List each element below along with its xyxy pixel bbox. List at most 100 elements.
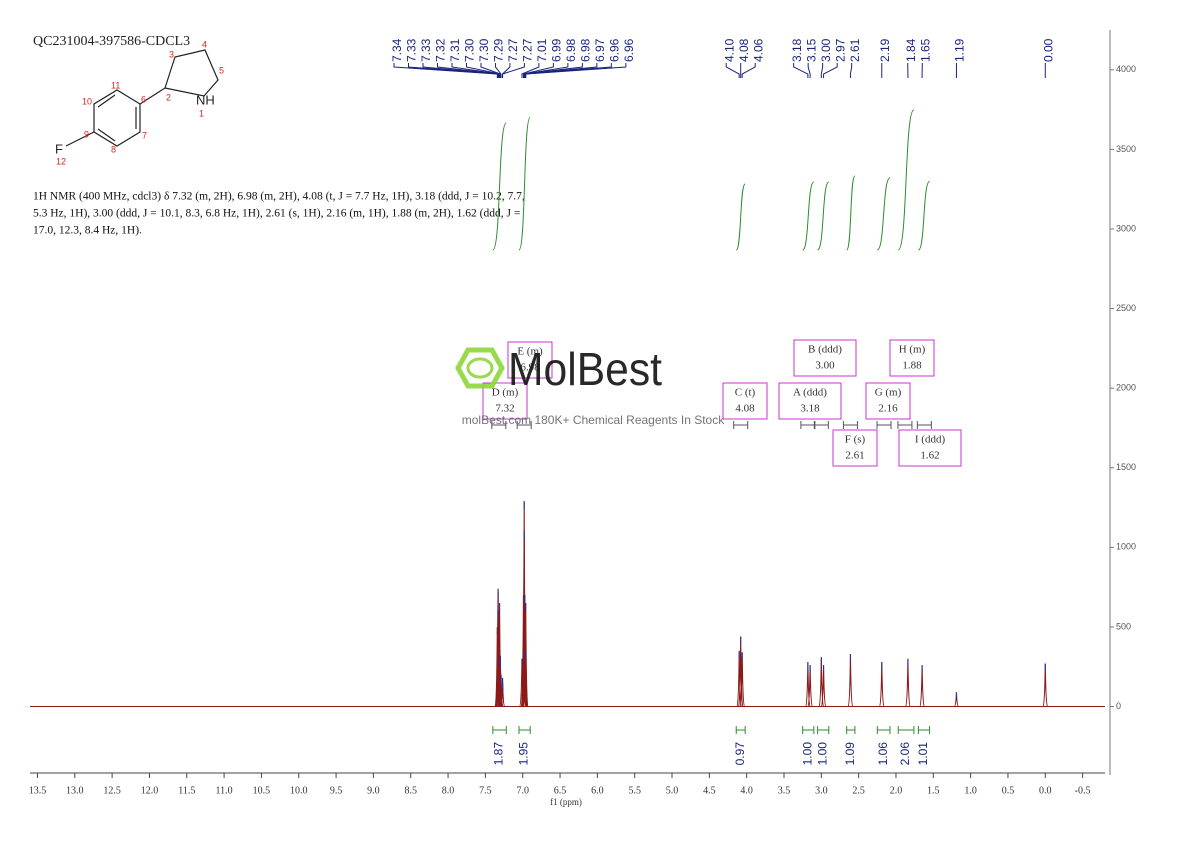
multiplet-name: B (ddd) (808, 344, 842, 356)
x-tick-label: -0.5 (1075, 785, 1091, 796)
y-tick-label: 4000 (1116, 64, 1136, 74)
integral-label: 1.09 (843, 742, 857, 766)
atom-number: 4 (202, 39, 207, 49)
multiplet-marker (733, 421, 749, 429)
atom-number: 7 (142, 130, 147, 140)
multiplet-marker (916, 421, 932, 429)
multiplet-marker (842, 421, 858, 429)
integral-curve (917, 180, 931, 251)
logo-mark (466, 357, 494, 379)
multiplet-marker (491, 421, 507, 429)
multiplet-shift: 2.61 (845, 450, 864, 462)
multiplet-shift: 1.62 (920, 450, 939, 462)
multiplet-shift: 3.00 (815, 360, 835, 372)
y-tick-label: 2500 (1116, 303, 1136, 313)
y-tick-label: 500 (1116, 621, 1131, 631)
peak-label: 1.84 (904, 38, 918, 62)
integral-label: 2.06 (898, 742, 912, 766)
logo-tagline: molBest.com 180K+ Chemical Reagents In S… (462, 413, 725, 427)
peak-label-leader (422, 63, 499, 78)
peak-label-leader (793, 63, 809, 78)
bond (139, 87, 166, 105)
peak-label: 4.08 (737, 38, 751, 62)
x-tick-label: 6.0 (591, 785, 604, 796)
x-tick-label: 10.5 (253, 785, 271, 796)
peak (820, 665, 827, 708)
benzene-ring (93, 89, 141, 147)
x-tick-label: 4.0 (740, 785, 753, 796)
description-line: 17.0, 12.3, 8.4 Hz, 1H). (33, 225, 142, 237)
peak-label: 7.34 (390, 38, 404, 62)
x-tick-label: 13.0 (66, 785, 84, 796)
integral-bracket (917, 726, 931, 734)
x-tick-label: 3.0 (815, 785, 828, 796)
peak-label: 7.27 (506, 38, 520, 62)
x-tick-label: 12.5 (103, 785, 121, 796)
multiplet-name: C (t) (735, 387, 756, 399)
peak-label: 3.15 (804, 38, 818, 62)
integral-bracket (817, 726, 830, 734)
peak-label: 7.33 (405, 38, 419, 62)
multiplet-name: G (m) (875, 387, 902, 399)
multiplet-box (793, 339, 857, 377)
peak-label-leader (451, 63, 501, 78)
multiplet-box (865, 382, 911, 420)
peak-label: 6.97 (593, 38, 607, 62)
logo-mark (455, 347, 505, 389)
x-tick-label: 4.5 (703, 785, 716, 796)
peak-label: 2.61 (848, 38, 862, 62)
x-tick-label: 5.0 (666, 785, 679, 796)
peak-label: 3.00 (819, 38, 833, 62)
y-tick-label: 1000 (1116, 542, 1136, 552)
atom-number: 3 (169, 49, 174, 59)
x-tick-label: 13.5 (29, 785, 47, 796)
atom-number: 11 (111, 80, 120, 90)
integral-curve (735, 183, 746, 251)
integral-curve (897, 109, 915, 251)
y-tick-label: 1500 (1116, 462, 1136, 472)
peak-label-leader (725, 63, 740, 78)
double-bond (97, 128, 116, 142)
y-tick-label: 2000 (1116, 383, 1136, 393)
x-tick-label: 11.5 (178, 785, 195, 796)
integral-label: 1.01 (916, 742, 930, 766)
atom-number: 2 (166, 92, 171, 102)
integral-bracket (492, 726, 507, 734)
multiplet-box (507, 341, 553, 379)
peak-label-leader (823, 63, 838, 78)
peak (807, 665, 813, 708)
sample-title: QC231004-397586-CDCL3 (33, 34, 190, 49)
description-line: 5.3 Hz, 1H), 3.00 (ddd, J = 10.1, 8.3, 6… (33, 208, 520, 220)
peak-label-leader (437, 63, 500, 78)
peak-label: 2.97 (833, 38, 847, 62)
peak-label: 7.27 (521, 38, 535, 62)
peak (739, 652, 745, 708)
multiplet-shift: 1.88 (902, 360, 922, 372)
multiplet-box (722, 382, 768, 420)
y-tick-label: 3500 (1116, 144, 1136, 154)
integral-curve (492, 122, 507, 251)
peak-label-leader (524, 63, 598, 78)
multiplet-name: F (s) (845, 434, 866, 446)
x-tick-label: 9.5 (330, 785, 343, 796)
x-tick-label: 9.0 (367, 785, 380, 796)
plot: 13.5 13.0 12.5 12.0 11.5 11.0 10.5 10.0 9.5 9.0 8.… (29, 30, 1136, 807)
peak-label-leader (523, 63, 583, 78)
peak-label: 0.00 (1041, 38, 1055, 62)
atom-number: 8 (111, 144, 116, 154)
description-line: 1H NMR (400 MHz, cdcl3) δ 7.32 (m, 2H), … (33, 191, 525, 203)
x-tick-label: 1.0 (964, 785, 977, 796)
multiplet-box (778, 382, 842, 420)
multiplet-shift: 6.98 (520, 362, 540, 374)
x-tick-label: 2.5 (852, 785, 865, 796)
multiplet-shift: 7.32 (495, 403, 514, 415)
atom-number: 1 (199, 108, 204, 118)
multiplet-marker (897, 421, 913, 429)
peak-label-leader (502, 63, 525, 78)
peak-label: 1.19 (953, 38, 967, 62)
integral-curve (876, 177, 891, 251)
watermark: MolBest molBest.com 180K+ Chemical Reage… (455, 343, 725, 427)
double-bond (97, 94, 116, 108)
integral-curve (846, 175, 856, 251)
atom-number: 6 (141, 94, 146, 104)
